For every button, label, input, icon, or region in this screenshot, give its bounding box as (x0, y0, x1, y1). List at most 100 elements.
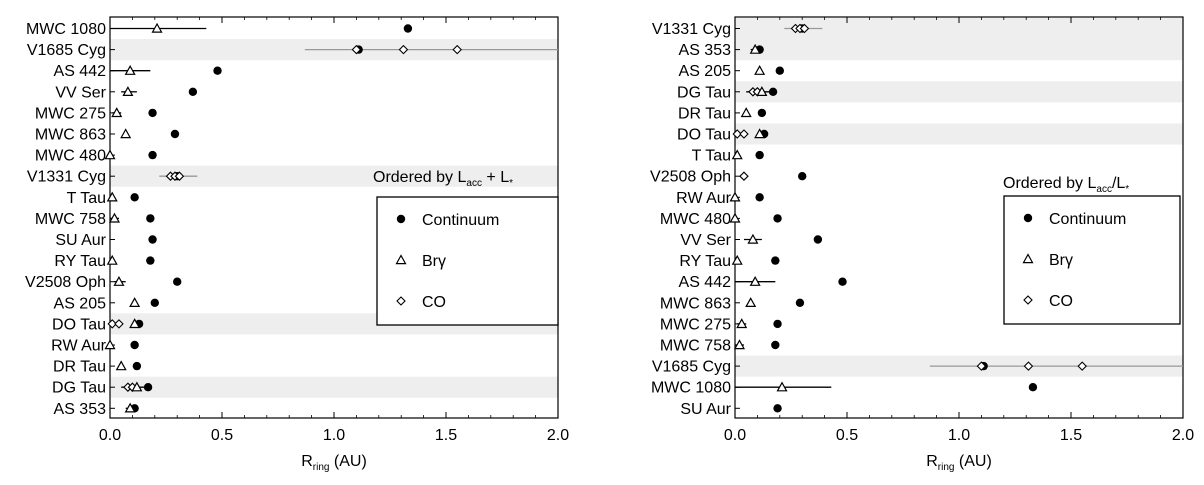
continuum-point (130, 193, 139, 202)
continuum-point (798, 172, 807, 181)
star-label: MWC 480 (35, 148, 106, 165)
star-label: AS 205 (679, 63, 732, 80)
star-label: SU Aur (55, 232, 106, 249)
star-label: VV Ser (680, 232, 731, 249)
star-label: RY Tau (54, 253, 106, 270)
continuum-point (403, 24, 413, 33)
continuum-point (773, 319, 782, 329)
x-tick-label: 0.5 (836, 427, 858, 444)
brg-point (776, 381, 788, 392)
brg-point (129, 318, 141, 329)
x-tick-label: 1.5 (435, 427, 457, 444)
x-tick-label: 2.0 (1172, 427, 1194, 444)
star-label: DR Tau (53, 359, 106, 376)
brg-point (106, 254, 118, 265)
star-label: AS 353 (54, 401, 107, 418)
legend-entry: Brγ (1049, 252, 1073, 269)
legend: Continuum Brγ CO (1003, 195, 1181, 325)
legend-brg-marker (1022, 253, 1034, 264)
star-label: MWC 1080 (651, 380, 731, 397)
x-tick-label: 0.0 (99, 427, 121, 444)
continuum-point (1028, 383, 1038, 392)
brg-point (729, 191, 741, 202)
continuum-point (813, 235, 823, 244)
star-label: RW Aur (51, 338, 107, 355)
star-label: MWC 480 (660, 211, 731, 228)
brg-point (131, 381, 143, 392)
legend-entry: CO (1049, 293, 1073, 310)
continuum-point (755, 193, 764, 202)
brg-point (113, 275, 125, 286)
brg-point (731, 149, 743, 160)
brg-point (736, 318, 748, 329)
brg-point (104, 339, 116, 350)
continuum-point (132, 361, 142, 371)
star-label: SU Aur (680, 401, 731, 418)
legend-continuum-marker (396, 214, 406, 224)
star-label: V1331 Cyg (652, 21, 731, 38)
continuum-point (146, 214, 155, 223)
brg-point (106, 191, 118, 202)
star-label: V2508 Oph (25, 274, 106, 291)
continuum-point (755, 150, 764, 160)
left-panel: 0.0 0.5 1.0 1.5 2.0 Rring (AU) MWC 1080 V1685 C… (25, 16, 569, 473)
star-label: MWC 758 (35, 211, 106, 228)
shaded-row (735, 81, 1183, 103)
continuum-point (143, 383, 153, 392)
continuum-point (148, 150, 157, 160)
brg-point (111, 107, 123, 118)
co-point (174, 171, 185, 181)
continuum-point (173, 277, 182, 286)
legend-entry: CO (422, 294, 446, 311)
x-tick-label: 1.0 (948, 427, 970, 444)
star-label: V2508 Oph (650, 169, 731, 186)
shaded-row (735, 17, 1183, 40)
co-point (1023, 361, 1034, 371)
brg-point (731, 254, 743, 265)
brg-point (124, 402, 136, 413)
co-point (1077, 361, 1087, 371)
x-axis-title: Rring (AU) (301, 453, 367, 473)
co-point (398, 44, 409, 55)
star-label: AS 442 (679, 274, 732, 291)
star-label: AS 353 (679, 42, 732, 59)
brg-point (745, 297, 757, 307)
star-label: MWC 275 (35, 105, 106, 122)
brg-point (729, 212, 741, 223)
brg-point (115, 360, 127, 371)
star-label: MWC 1080 (26, 21, 106, 38)
brg-point (104, 149, 116, 160)
shaded-row (735, 123, 1183, 145)
star-label: RY Tau (679, 253, 731, 270)
brg-point (749, 275, 761, 286)
x-tick-label: 0.5 (211, 427, 233, 444)
continuum-point (150, 298, 159, 307)
shaded-row (110, 376, 558, 398)
legend-entry: Brγ (422, 253, 446, 270)
co-point (976, 361, 987, 371)
continuum-point (148, 235, 157, 244)
star-label: DG Tau (52, 380, 106, 397)
brg-point (756, 86, 768, 97)
star-label: AS 205 (54, 295, 107, 312)
x-tick-label: 1.0 (323, 427, 345, 444)
legend-co-marker (1023, 295, 1033, 305)
co-point (107, 319, 118, 329)
continuum-point (768, 87, 778, 97)
co-point (452, 44, 462, 55)
continuum-point (771, 256, 780, 265)
star-label: V1685 Cyg (27, 42, 106, 59)
x-tick-label: 2.0 (547, 427, 569, 444)
continuum-point (795, 298, 805, 307)
ordering-caption: Ordered by Lacc + L* (373, 169, 513, 189)
star-label: RW Aur (676, 190, 732, 207)
right-panel: 0.0 0.5 1.0 1.5 2.0 Rring (AU) V1331 Cyg AS 353… (650, 16, 1194, 473)
legend-entry: Continuum (1049, 211, 1126, 228)
legend-brg-marker (395, 254, 407, 265)
brg-point (754, 64, 766, 75)
shaded-row (110, 165, 558, 187)
shaded-row (735, 39, 1183, 61)
brg-point (124, 64, 136, 75)
x-tick-label: 0.0 (724, 427, 746, 444)
